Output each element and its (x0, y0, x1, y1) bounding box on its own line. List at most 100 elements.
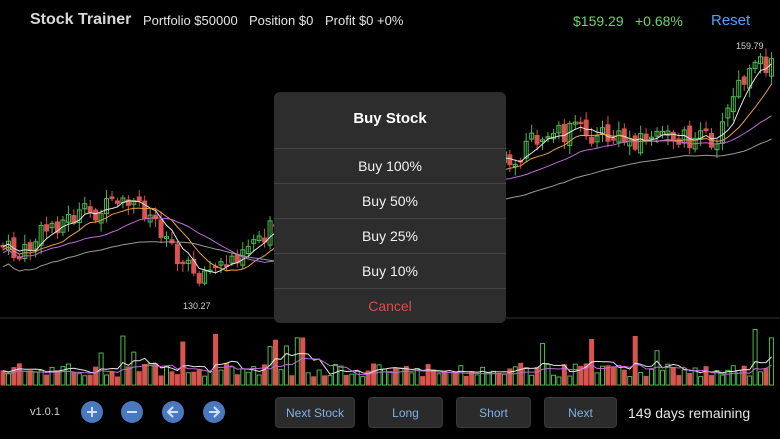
candle-body (643, 133, 649, 141)
volume-bar (409, 372, 415, 386)
volume-bar (610, 366, 616, 386)
volume-bar (545, 363, 551, 386)
candle-body (550, 133, 556, 140)
candle-body (65, 213, 71, 223)
volume-bar (11, 367, 17, 386)
volume-bar (104, 374, 110, 386)
candle-body (605, 124, 611, 142)
volume-bar (125, 366, 131, 386)
long-button[interactable]: Long (368, 397, 443, 428)
candle-body (687, 125, 693, 149)
buy-100-button[interactable]: Buy 100% (274, 148, 506, 183)
buy-25-button[interactable]: Buy 25% (274, 218, 506, 253)
arrow-left-icon (166, 406, 178, 418)
scroll-left-button[interactable] (162, 401, 184, 423)
volume-bar (714, 370, 720, 386)
volume-bar (512, 366, 518, 386)
volume-bar (114, 376, 120, 386)
volume-bar (692, 367, 698, 386)
volume-bar (523, 367, 529, 386)
candle-body (267, 220, 273, 246)
candle-body (561, 123, 567, 143)
volume-bar (109, 371, 115, 386)
candle-body (703, 128, 709, 132)
volume-bar (207, 370, 213, 386)
next-stock-button[interactable]: Next Stock (275, 397, 355, 428)
scroll-right-button[interactable] (203, 401, 225, 423)
volume-average-short (2, 352, 772, 375)
reset-button[interactable]: Reset (711, 12, 751, 29)
zoom-in-button[interactable] (81, 401, 103, 423)
cancel-button[interactable]: Cancel (274, 288, 506, 323)
volume-bar (687, 373, 693, 386)
volume-bar (354, 370, 360, 386)
candle-body (632, 135, 638, 150)
candle-body (114, 200, 120, 204)
candle-body (82, 203, 88, 210)
candle-body (27, 242, 33, 252)
volume-bar (567, 375, 573, 386)
candle-body (104, 198, 110, 215)
volume-bar (398, 367, 404, 386)
volume-bar (234, 374, 240, 386)
volume-bar (164, 365, 169, 386)
volume-bar (240, 368, 246, 386)
volume-bar (294, 337, 300, 386)
volume-bar (71, 371, 77, 386)
volume-bar (681, 369, 687, 386)
candle-body (589, 136, 595, 144)
candle-body (229, 255, 235, 264)
buy-50-button[interactable]: Buy 50% (274, 183, 506, 218)
candle-body (256, 235, 262, 242)
days-remaining: 149 days remaining (628, 405, 751, 421)
volume-bar (632, 336, 638, 386)
dialog-title: Buy Stock (353, 110, 427, 127)
volume-bar (262, 364, 268, 386)
volume-bar (38, 369, 44, 386)
volume-bar (387, 371, 393, 386)
volume-bar (5, 372, 11, 386)
candle-body (93, 209, 99, 221)
volume-bar (371, 363, 377, 386)
buy-10-button[interactable]: Buy 10% (274, 253, 506, 288)
volume-bar (594, 372, 600, 386)
candle-body (730, 96, 736, 113)
volume-bar (550, 374, 556, 386)
candle-body (87, 206, 93, 213)
candle-body (768, 58, 774, 77)
volume-bar (245, 371, 251, 386)
volume-bar (583, 363, 589, 386)
volume-bar (540, 343, 546, 386)
next-button[interactable]: Next (544, 397, 617, 428)
candle-body (610, 138, 616, 141)
volume-bar (60, 366, 66, 386)
volume-bar (768, 337, 774, 386)
volume-bar (621, 369, 627, 386)
short-button[interactable]: Short (456, 397, 531, 428)
volume-bar (638, 372, 644, 386)
volume-bar (55, 370, 60, 386)
candle-body (725, 107, 731, 119)
candle-body (136, 196, 142, 202)
volume-bar (616, 364, 622, 386)
candle-body (649, 136, 655, 140)
zoom-out-button[interactable] (121, 401, 143, 423)
profit-value: Profit $0 +0% (325, 13, 404, 28)
volume-bar (158, 375, 164, 386)
candle-body (741, 76, 747, 85)
volume-bar (659, 369, 665, 386)
candle-body (196, 273, 202, 284)
volume-bar (22, 370, 28, 386)
volume-bar (730, 365, 736, 386)
candle-body (572, 121, 578, 125)
volume-bar (273, 339, 278, 386)
volume-bar (463, 375, 469, 386)
volume-bar (278, 369, 284, 386)
volume-bar (425, 364, 431, 386)
volume-bar (507, 368, 513, 386)
arrow-right-icon (209, 406, 221, 418)
high-price-label: 159.79 (736, 41, 764, 51)
volume-bar (480, 366, 486, 386)
candle-body (512, 164, 518, 167)
candle-body (55, 221, 60, 234)
